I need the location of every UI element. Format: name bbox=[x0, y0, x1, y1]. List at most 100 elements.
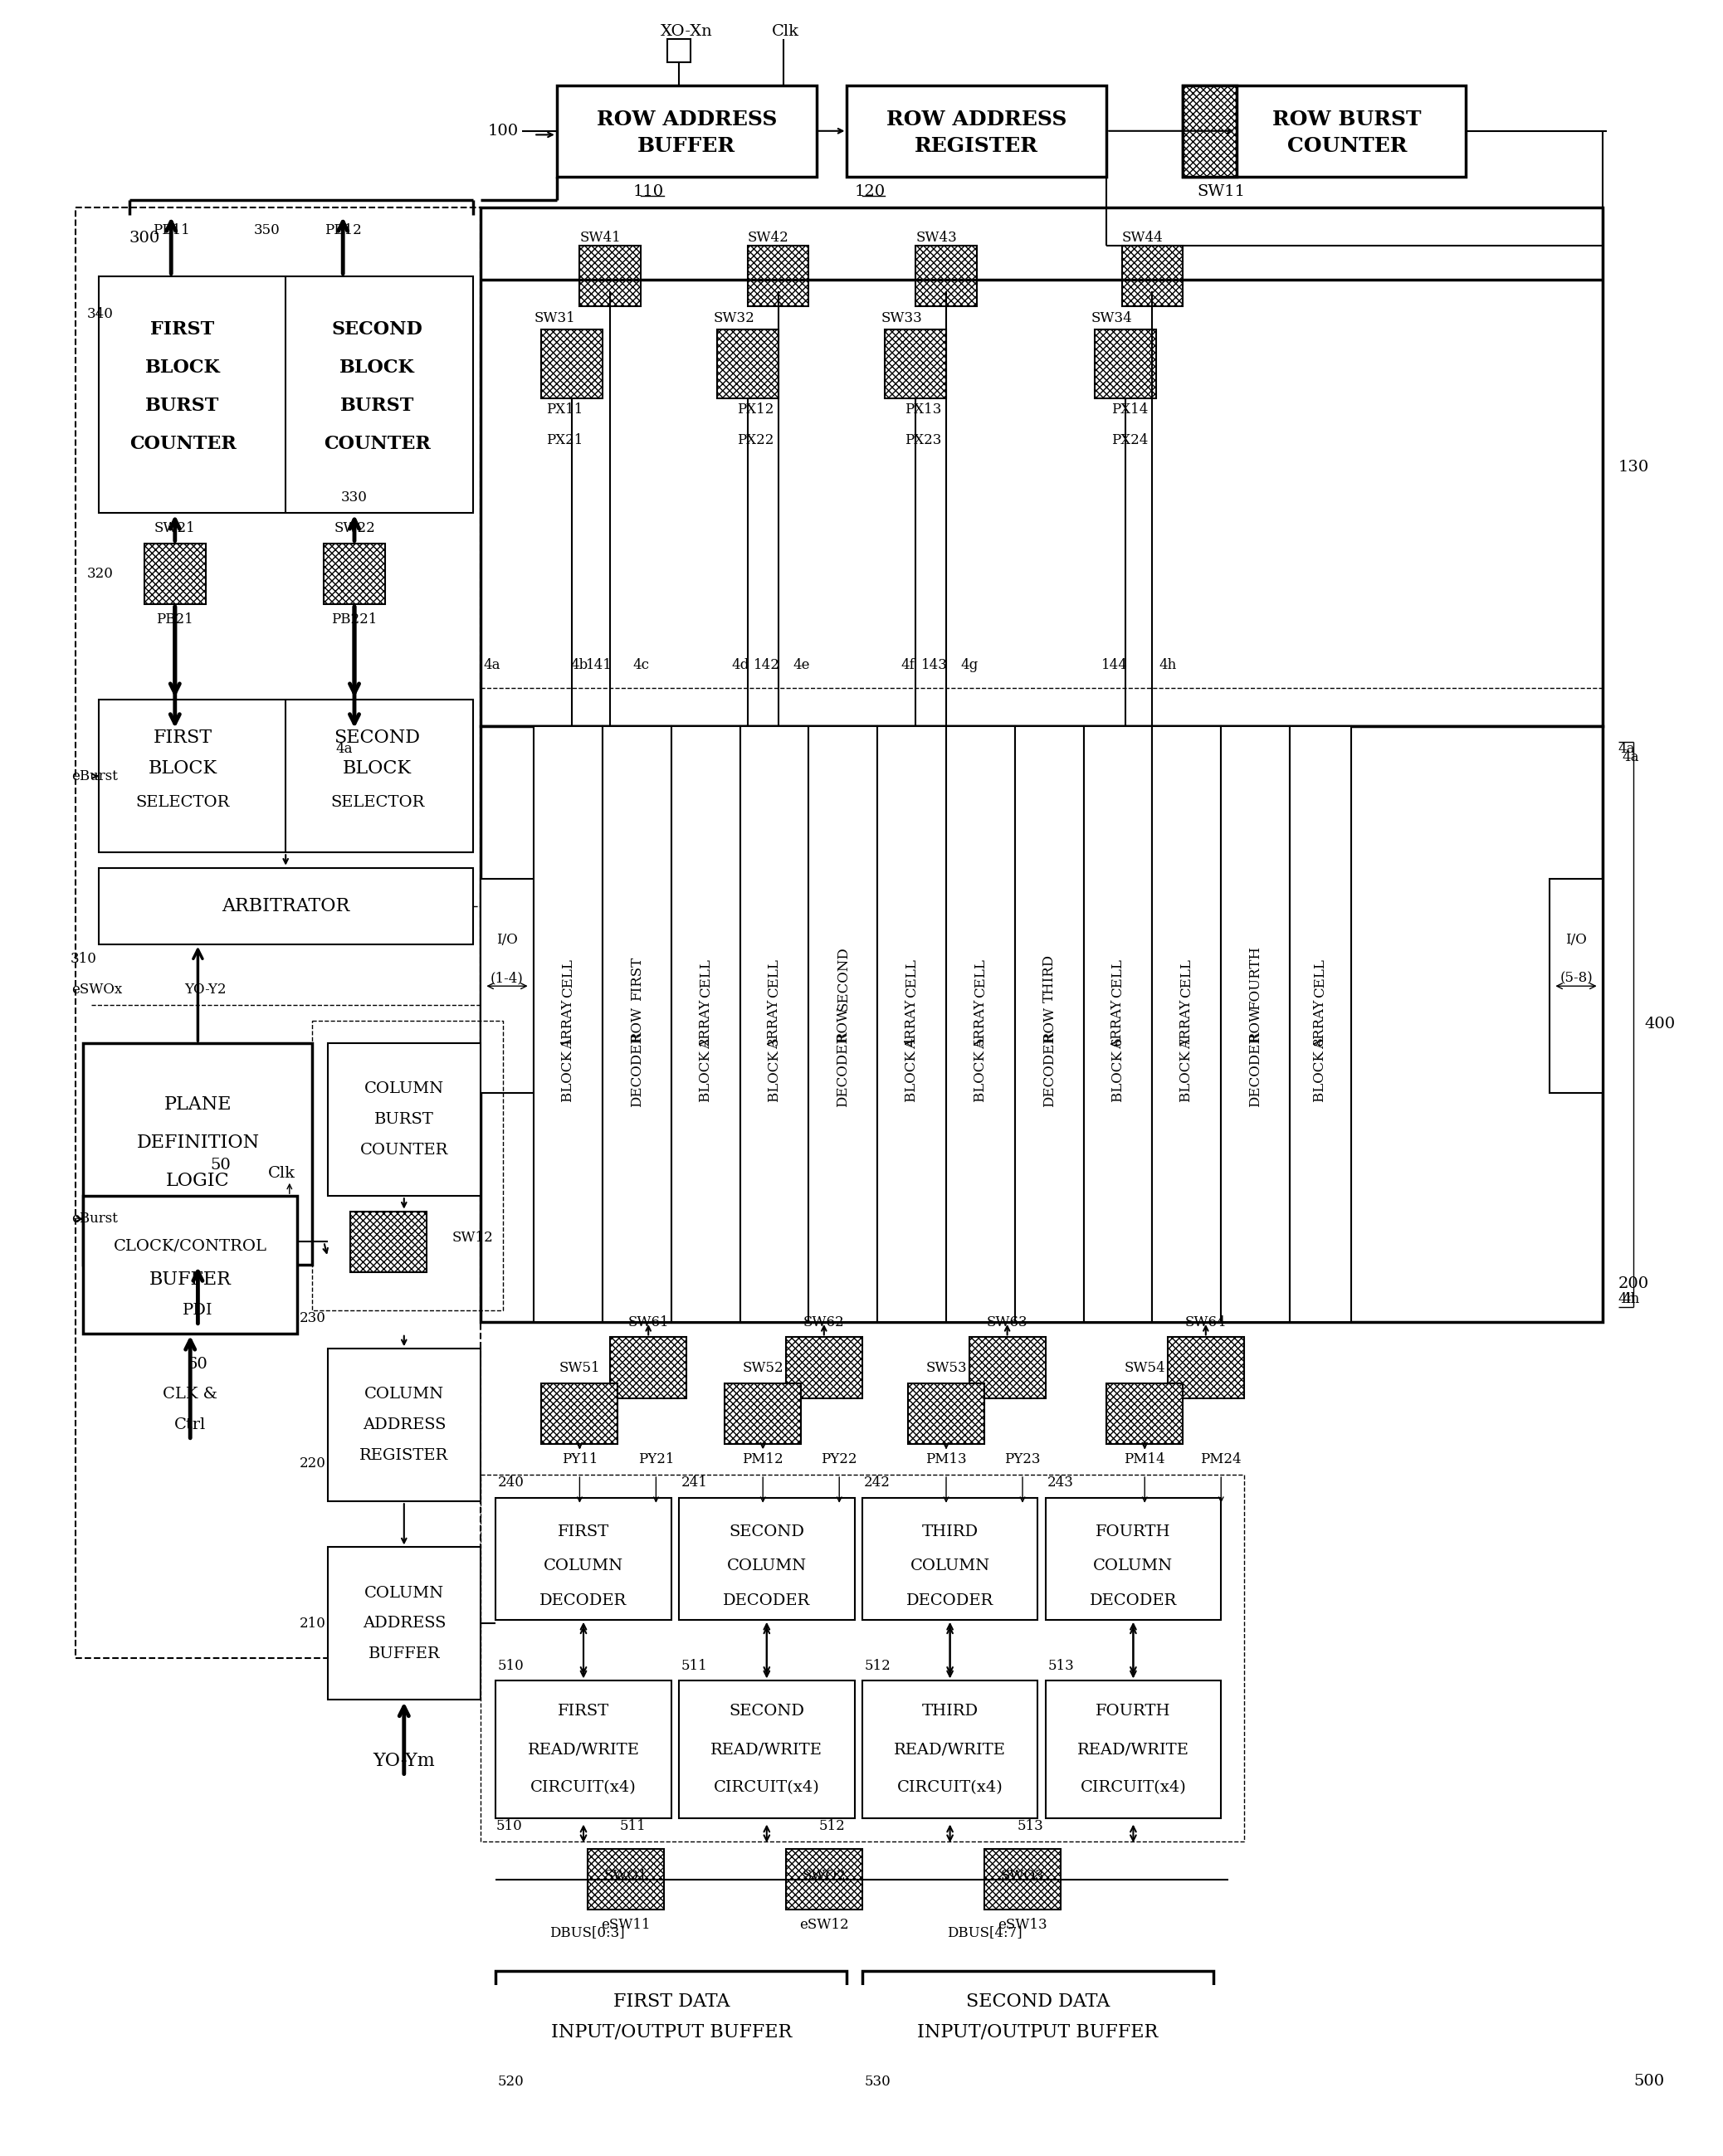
Text: ARRAY: ARRAY bbox=[973, 1000, 987, 1048]
Text: SW51: SW51 bbox=[558, 1360, 600, 1376]
Text: SW12: SW12 bbox=[451, 1231, 493, 1244]
Bar bbox=[1168, 1337, 1244, 1399]
Text: THIRD: THIRD bbox=[922, 1524, 979, 1539]
Text: 500: 500 bbox=[1633, 2074, 1664, 2089]
Text: eSW12: eSW12 bbox=[799, 1919, 849, 1932]
Text: 4e: 4e bbox=[793, 658, 810, 673]
Bar bbox=[984, 1850, 1061, 1910]
Bar bbox=[1549, 880, 1602, 1093]
Bar bbox=[1184, 84, 1237, 177]
Text: 320: 320 bbox=[88, 567, 114, 580]
Text: 513: 513 bbox=[1017, 1820, 1044, 1833]
Text: READ/WRITE: READ/WRITE bbox=[712, 1742, 822, 1757]
Text: DECODER: DECODER bbox=[1042, 1033, 1056, 1108]
Bar bbox=[1046, 1682, 1222, 1818]
Bar bbox=[1153, 727, 1222, 1322]
Text: PB11: PB11 bbox=[153, 222, 190, 237]
Bar bbox=[481, 880, 534, 1093]
Text: 530: 530 bbox=[865, 2074, 891, 2089]
Text: SWO2: SWO2 bbox=[803, 1869, 846, 1882]
Text: PX24: PX24 bbox=[1111, 433, 1148, 446]
Text: DECODER: DECODER bbox=[631, 1033, 644, 1108]
Text: 242: 242 bbox=[865, 1475, 891, 1490]
Bar bbox=[717, 330, 779, 399]
Text: ADDRESS: ADDRESS bbox=[362, 1617, 446, 1632]
Text: 210: 210 bbox=[300, 1617, 326, 1630]
Text: 4a: 4a bbox=[1621, 750, 1639, 763]
Bar bbox=[915, 246, 977, 306]
Text: SW31: SW31 bbox=[534, 310, 575, 326]
Text: COLUMN: COLUMN bbox=[910, 1559, 991, 1574]
Text: BLOCK: BLOCK bbox=[343, 759, 412, 778]
Text: PB221: PB221 bbox=[331, 612, 377, 627]
Bar bbox=[610, 1337, 686, 1399]
Text: BURST: BURST bbox=[339, 397, 415, 414]
Text: SW43: SW43 bbox=[915, 231, 956, 246]
Text: ROW: ROW bbox=[1249, 1007, 1263, 1041]
Text: Ctrl: Ctrl bbox=[174, 1419, 207, 1432]
Bar bbox=[862, 1498, 1037, 1619]
Bar bbox=[808, 727, 877, 1322]
Text: CELL: CELL bbox=[1180, 959, 1194, 998]
Text: CIRCUIT(x4): CIRCUIT(x4) bbox=[1080, 1781, 1185, 1796]
Bar bbox=[603, 727, 672, 1322]
Text: BLOCK: BLOCK bbox=[339, 358, 415, 377]
Bar bbox=[877, 727, 946, 1322]
Text: COLUMN: COLUMN bbox=[364, 1386, 445, 1401]
Bar bbox=[786, 1850, 862, 1910]
Text: SECOND DATA: SECOND DATA bbox=[967, 1992, 1110, 2012]
Bar bbox=[1291, 727, 1351, 1322]
Text: 520: 520 bbox=[498, 2074, 524, 2089]
Text: SW34: SW34 bbox=[1091, 310, 1132, 326]
Text: READ/WRITE: READ/WRITE bbox=[1077, 1742, 1189, 1757]
Text: PY21: PY21 bbox=[638, 1453, 674, 1466]
Text: SW61: SW61 bbox=[627, 1315, 669, 1328]
Text: eBurst: eBurst bbox=[72, 1212, 119, 1227]
Text: BLOCK 3: BLOCK 3 bbox=[767, 1037, 782, 1102]
Text: BLOCK 1: BLOCK 1 bbox=[562, 1037, 575, 1102]
Bar bbox=[534, 727, 603, 1322]
Bar bbox=[908, 1382, 984, 1445]
Text: SW42: SW42 bbox=[748, 231, 789, 246]
Text: FIRST DATA: FIRST DATA bbox=[613, 1992, 729, 2012]
Text: BLOCK 8: BLOCK 8 bbox=[1313, 1037, 1327, 1102]
Text: 300: 300 bbox=[129, 231, 160, 246]
Text: 141: 141 bbox=[586, 658, 612, 673]
Bar bbox=[496, 1498, 672, 1619]
Text: Clk: Clk bbox=[772, 24, 799, 39]
Bar bbox=[83, 1197, 296, 1332]
Text: DECODER: DECODER bbox=[539, 1593, 627, 1608]
Bar bbox=[481, 727, 1602, 1322]
Text: PY22: PY22 bbox=[822, 1453, 858, 1466]
Text: SECOND: SECOND bbox=[333, 321, 422, 338]
Text: COUNTER: COUNTER bbox=[360, 1143, 448, 1158]
Text: COLUMN: COLUMN bbox=[727, 1559, 806, 1574]
Text: FOURTH: FOURTH bbox=[1096, 1703, 1172, 1718]
Text: BLOCK 6: BLOCK 6 bbox=[1111, 1037, 1125, 1102]
Text: SW21: SW21 bbox=[155, 522, 196, 535]
Text: SW33: SW33 bbox=[880, 310, 922, 326]
Text: (1-4): (1-4) bbox=[491, 972, 524, 985]
Text: LOGIC: LOGIC bbox=[165, 1171, 229, 1190]
Text: 4g: 4g bbox=[960, 658, 979, 673]
Text: PX12: PX12 bbox=[737, 403, 774, 416]
Text: 350: 350 bbox=[253, 222, 279, 237]
Text: 340: 340 bbox=[88, 306, 114, 321]
Bar bbox=[886, 330, 946, 399]
Text: PB21: PB21 bbox=[157, 612, 193, 627]
Text: COLUMN: COLUMN bbox=[364, 1585, 445, 1600]
Text: CIRCUIT(x4): CIRCUIT(x4) bbox=[713, 1781, 820, 1796]
Text: CELL: CELL bbox=[1111, 959, 1125, 998]
Text: BLOCK 4: BLOCK 4 bbox=[905, 1037, 918, 1102]
Text: 50: 50 bbox=[210, 1158, 231, 1173]
Text: FIRST: FIRST bbox=[150, 321, 215, 338]
Bar bbox=[1106, 1382, 1184, 1445]
Text: YO-Y2: YO-Y2 bbox=[184, 983, 226, 996]
Text: CLK &: CLK & bbox=[164, 1386, 217, 1401]
Text: 512: 512 bbox=[865, 1658, 891, 1673]
Text: DEFINITION: DEFINITION bbox=[136, 1134, 260, 1151]
Text: FIRST: FIRST bbox=[153, 729, 212, 746]
Text: PM13: PM13 bbox=[925, 1453, 967, 1466]
Text: ARBITRATOR: ARBITRATOR bbox=[222, 897, 350, 914]
Bar bbox=[786, 1337, 862, 1399]
